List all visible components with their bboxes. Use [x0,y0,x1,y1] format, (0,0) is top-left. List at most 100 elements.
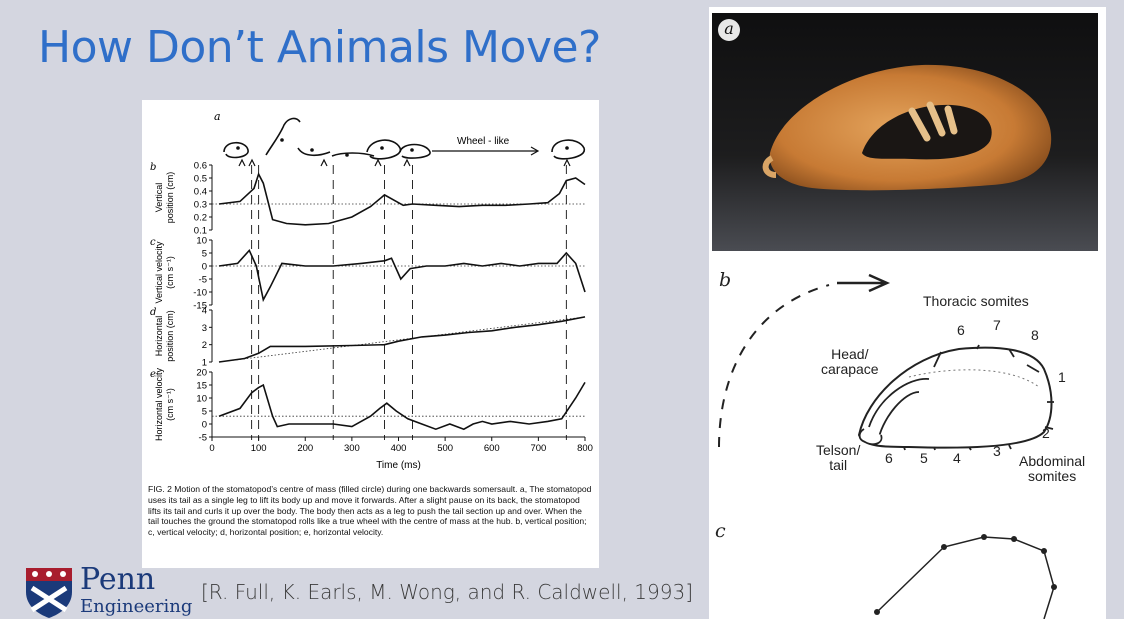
penn-engineering-logo: Penn Engineering [24,562,194,619]
y-tick-label: 0.5 [194,174,207,185]
penn-shield-icon [26,568,72,618]
stomatopod-figure: a b c Thoracic somites Head/ carapace Te… [709,7,1106,619]
figure-caption: FIG. 2 Motion of the stomatopod’s centre… [148,484,592,538]
somite-number: 6 [885,450,893,466]
y-tick-label: 10 [196,236,207,247]
y-tick-label: 2 [202,340,207,351]
y-tick-label: 0.4 [194,187,207,198]
y-axis-title: Horizontal velocity [154,367,164,441]
somite-number: 6 [957,322,965,338]
citation: [R. Full, K. Earls, M. Wong, and R. Cald… [201,580,694,604]
somite-number: 3 [993,443,1001,459]
panel-letter: b [150,162,156,173]
x-tick-label: 100 [251,443,267,454]
x-tick-label: 800 [577,443,593,454]
centre-of-mass-dot [565,146,569,150]
telson-tail-label: Telson/ tail [816,442,861,473]
panel-letter-b: b [719,269,732,291]
centre-of-mass-dot [236,146,240,150]
panel-letter: d [150,307,156,318]
event-marker-arrow [238,158,246,167]
y-tick-label: 15 [196,381,207,392]
stomatopod-photo: a [712,13,1098,251]
somite-number: 7 [993,317,1001,333]
animal-sketch [399,143,431,159]
somite-number: 4 [953,450,961,466]
x-tick-label: 500 [437,443,453,454]
y-tick-label: 5 [202,249,207,260]
event-marker-arrow [563,158,571,167]
y-tick-label: 0 [202,262,207,273]
somite-number: 8 [1031,327,1039,343]
y-axis-title: position (cm) [165,310,175,362]
logo-subtitle: Engineering [80,596,193,617]
centre-of-mass-dot [280,138,284,142]
x-tick-label: 200 [297,443,313,454]
event-marker-arrow [403,158,411,167]
animal-sketch [331,152,375,157]
centre-of-mass-dot [310,148,314,152]
y-tick-label: 3 [202,323,207,334]
x-tick-label: 700 [530,443,546,454]
y-tick-label: -5 [199,433,207,444]
x-tick-label: 0 [209,443,214,454]
y-axis-title: Vertical [154,183,164,213]
animal-sketch [223,141,249,159]
y-axis-title: position (cm) [165,172,175,224]
head-carapace-label: Head/ carapace [821,346,879,377]
series-line [218,316,586,363]
y-tick-label: 5 [202,407,207,418]
slide-title: How Don’t Animals Move? [38,22,601,73]
wheel-like-arrowhead [530,146,540,156]
stomatopod-wheel-image [762,64,1052,191]
y-tick-label: 0.6 [194,161,207,172]
photo-label-a: a [718,19,740,41]
panel-label-a: a [214,110,221,123]
series-line [218,381,586,431]
centre-of-mass-dot [380,146,384,150]
y-axis-title: Horizontal [154,316,164,357]
x-tick-label: 400 [391,443,407,454]
centre-of-mass-dot [410,148,414,152]
event-marker-arrow [320,158,328,167]
y-tick-label: -10 [193,288,207,299]
animal-sketch [551,139,585,160]
thoracic-somites-label: Thoracic somites [923,293,1029,309]
reference-line [218,316,586,363]
series-line [218,172,586,226]
y-tick-label: 0.2 [194,213,207,224]
somite-number: 2 [1042,425,1050,441]
y-tick-label: 10 [196,394,207,405]
event-marker-arrow [248,158,256,167]
event-marker-arrow [374,158,382,167]
somite-number: 1 [1058,369,1066,385]
y-tick-label: 0 [202,420,207,431]
panel-letter-c: c [715,520,726,542]
animal-sketch [366,139,401,160]
somite-diagram [718,273,1057,619]
animal-sketch [265,117,301,156]
animal-sketch [297,147,331,157]
abdominal-somites-label: Abdominal somites [1019,453,1086,484]
logo-wordmark: Penn [80,562,156,597]
motion-charts: a Wheel - like b 0.6 0.5 0.4 0.3 0.2 0.1 Vertical… [150,110,593,471]
y-tick-label: -5 [199,275,207,286]
somite-number: 5 [920,450,928,466]
wheel-like-label: Wheel - like [457,136,510,147]
y-tick-label: 4 [202,306,207,317]
y-axis-title: Vertical velocity [154,241,164,304]
y-tick-label: -15 [193,301,207,312]
figure-2-panel: a Wheel - like b 0.6 0.5 0.4 0.3 0.2 0.1 Vertical… [142,100,599,568]
centre-of-mass-dot [345,153,349,157]
x-axis-title: Time (ms) [376,460,421,471]
panel-letter: c [150,237,156,248]
x-tick-label: 600 [484,443,500,454]
y-tick-label: 20 [196,368,207,379]
panel-letter: e [150,369,156,380]
x-tick-label: 300 [344,443,360,454]
y-tick-label: 0.3 [194,200,207,211]
y-axis-title: (cm s⁻¹) [165,388,175,421]
y-tick-label: 1 [202,358,207,369]
y-axis-title: (cm s⁻¹) [165,256,175,289]
series-line [218,248,586,303]
